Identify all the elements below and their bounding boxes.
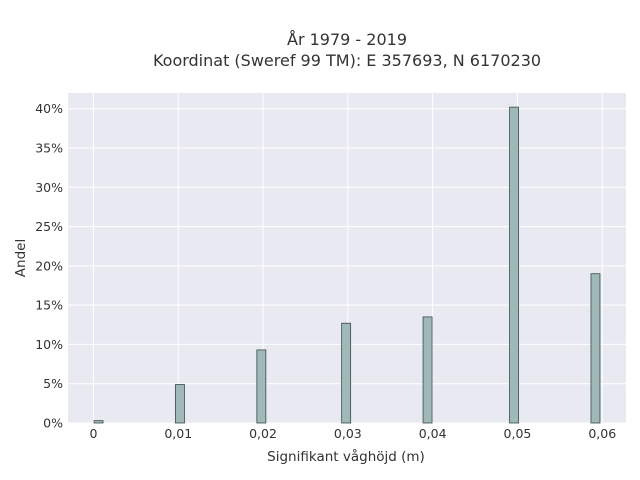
histogram-bar [422, 316, 433, 424]
x-tick-label: 0,04 [419, 426, 447, 441]
x-tick-label: 0,06 [588, 426, 616, 441]
y-tick-label: 0% [43, 416, 63, 431]
histogram-bar [175, 384, 185, 424]
histogram-bar [590, 273, 601, 424]
y-tick-label: 10% [35, 337, 63, 352]
y-tick-label: 20% [35, 258, 63, 273]
y-tick-label: 35% [35, 141, 63, 156]
x-tick-label: 0 [89, 426, 97, 441]
y-tick-label: 25% [35, 219, 63, 234]
x-tick-label: 0,05 [504, 426, 532, 441]
y-tick-label: 5% [43, 376, 63, 391]
chart-title-line-2: Koordinat (Sweref 99 TM): E 357693, N 61… [153, 51, 541, 70]
histogram-bar [341, 322, 352, 424]
x-axis-ticks: 0 0,01 0,02 0,03 0,04 0,05 0,06 [89, 426, 616, 441]
x-tick-label: 0,02 [249, 426, 277, 441]
chart-title-line-1: År 1979 - 2019 [287, 30, 407, 49]
y-axis-ticks: 0% 5% 10% 15% 20% 25% 30% 35% 40% [35, 101, 63, 430]
bars [93, 106, 601, 424]
y-tick-label: 30% [35, 180, 63, 195]
x-axis-title: Signifikant våghöjd (m) [267, 448, 425, 465]
x-tick-label: 0,03 [334, 426, 362, 441]
y-tick-label: 40% [35, 101, 63, 116]
y-tick-label: 15% [35, 298, 63, 313]
x-tick-label: 0,01 [164, 426, 192, 441]
histogram-bar [509, 106, 519, 424]
histogram-bar [93, 420, 104, 424]
histogram-bar [256, 349, 267, 424]
y-axis-title: Andel [13, 239, 29, 277]
